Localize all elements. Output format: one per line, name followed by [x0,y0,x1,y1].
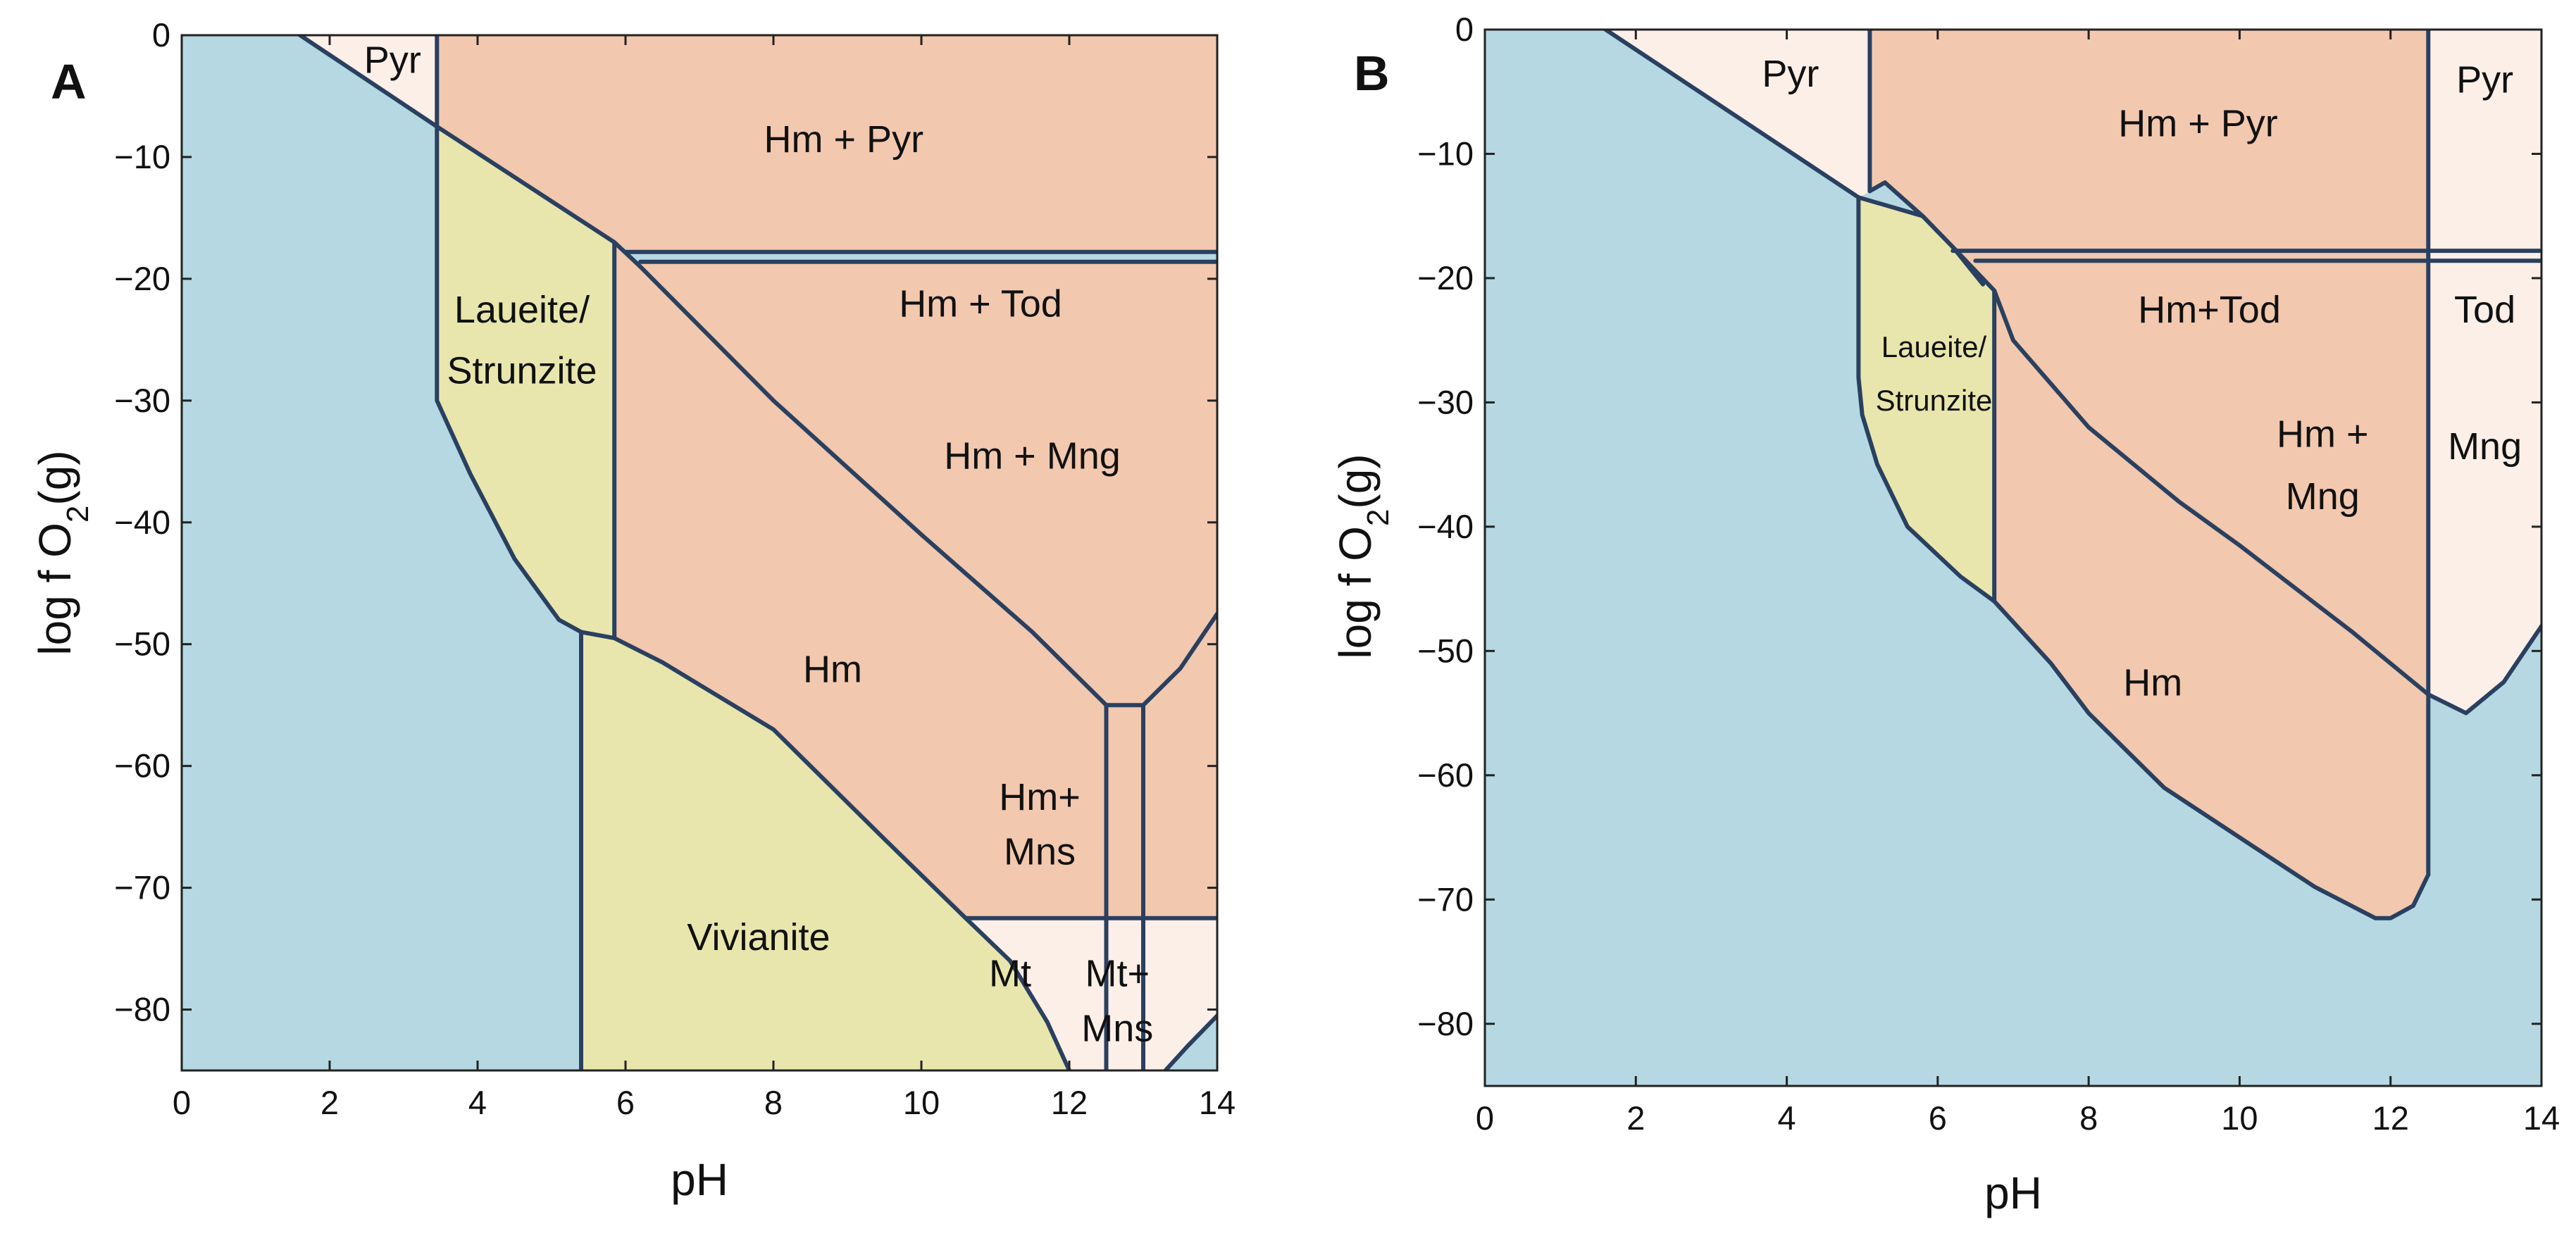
panel-a-x-tick-label: 2 [321,1084,339,1121]
panel-a-region-label: Hm [803,648,862,690]
panel-b-boundary-group [1603,30,2541,920]
panel-a-y-tick-label: 0 [152,16,170,54]
panel-b-region-label: Hm [2123,662,2182,704]
panel-a-y-tick-label: −80 [114,991,170,1028]
panel-a-region-label: Hm + Pyr [764,118,924,161]
panel-a-region-labels: Pyr Hm + Pyr Laueite/Strunzite Hm + Tod Hm +… [364,39,1154,1050]
panel-b-y-tick-label: −20 [1417,259,1474,296]
panel-b-y-tick-label: −60 [1417,756,1474,794]
panel-a-boundary-line [1163,1013,1217,1070]
panel-b-region-pyr-right [2427,30,2541,714]
panel-b-y-axis-label-main: log f O [1330,526,1381,659]
panel-a-boundary-group [298,35,1217,1070]
panel-a-region-label: Vivianite [687,916,830,958]
panel-b-region-label: Pyr [1762,53,1819,95]
panel-a-region-label: Mt+ [1085,953,1150,995]
panel-b-y-tick-label: −50 [1417,632,1474,669]
panel-b-region-label: Laueite/ [1881,330,1987,363]
panel-b-region-label: Hm + [2277,413,2369,456]
panel-a-regions [182,35,1217,1070]
panel-a-region-label: Pyr [364,39,421,82]
panel-a-x-tick-label: 4 [468,1084,487,1121]
panel-b-y-tick-label: −80 [1417,1005,1474,1042]
panel-a-x-tick-label: 14 [1199,1084,1236,1121]
panel-a-letter: A [51,54,87,109]
panel-a-region-label: Hm + Tod [899,283,1062,325]
panel-a-region-group [299,35,1217,1070]
panel-b-region-label: Strunzite [1876,384,1993,417]
panel-b-region-label: Mng [2286,475,2360,518]
panel-b-y-tick-label: −40 [1417,508,1474,545]
panel-b-regions [1485,30,2541,1086]
panel-b-x-tick-label: 10 [2221,1099,2258,1137]
panel-b-x-tick-label: 4 [1778,1099,1796,1137]
panel-a-region-label: Hm + Mng [944,435,1121,477]
panel-a-y-tick-label: −70 [114,869,170,906]
panel-b: 0 2 4 6 8 10 12 14 0 −10 −20 −30 −40 −50 −60 −70 −80 Pyr… [1330,11,2560,1218]
panel-b-x-tick-label: 14 [2523,1099,2560,1137]
panel-a-y-tick-label: −60 [114,747,170,785]
panel-b-y-axis-label-tail: (g) [1330,454,1381,508]
panel-b-region-label: Mng [2448,425,2522,468]
panel-a-ticks: 0 2 4 6 8 10 12 14 0 −10 −20 −30 −40 −50 −60 −70 −80 [114,16,1236,1121]
panel-b-region-label: Hm + Pyr [2118,102,2278,144]
panel-a-region-label: Strunzite [447,350,597,392]
panel-a-y-tick-label: −50 [114,625,170,663]
panel-a-y-tick-label: −10 [114,138,170,175]
panel-b-x-tick-label: 0 [1476,1099,1494,1137]
panel-b-region-label: Pyr [2456,59,2513,101]
panel-a-boundary-line [298,35,1217,708]
panel-a-y-axis-label-main: log f O [30,523,80,656]
panel-a-y-axis-label-tail: (g) [30,450,80,505]
panel-a-region-label: Mt [989,953,1031,995]
panel-a-frame [180,34,1219,1072]
panel-a-region-label: Hm+ [999,776,1081,818]
panel-b-x-tick-label: 2 [1626,1099,1645,1137]
panel-b-y-axis-label: log f O2(g) [1330,454,1395,658]
panel-b-y-tick-label: −10 [1417,135,1474,172]
panel-b-letter: B [1354,46,1390,101]
panel-a-x-tick-label: 0 [173,1084,191,1121]
panel-a-region-label: Mns [1081,1008,1153,1050]
panel-a: 0 2 4 6 8 10 12 14 0 −10 −20 −30 −40 −50 −60 −70 −80 Pyr… [30,16,1236,1205]
panel-b-boundary-line [1856,195,2431,920]
panel-b-x-tick-label: 12 [2372,1099,2409,1137]
panel-b-ticks: 0 2 4 6 8 10 12 14 0 −10 −20 −30 −40 −50 −60 −70 −80 [1417,11,2560,1137]
panel-a-y-tick-label: −20 [114,260,170,297]
panel-b-region-label: Hm+Tod [2138,289,2281,331]
panel-a-region-label: Laueite/ [454,289,590,331]
panel-b-y-tick-label: −70 [1417,880,1474,918]
panel-b-y-tick-label: −30 [1417,383,1474,420]
panel-a-y-axis-label-sub: 2 [61,506,95,523]
panel-a-x-tick-label: 12 [1051,1084,1088,1121]
panel-a-region-label: Mns [1004,831,1076,873]
panel-a-boundary-line [435,124,1071,1070]
panel-b-y-axis-label-sub: 2 [1361,509,1395,526]
panel-a-x-tick-label: 10 [903,1084,940,1121]
panel-b-x-tick-label: 8 [2079,1099,2098,1137]
panel-a-y-axis-label: log f O2(g) [30,450,95,655]
panel-b-region-labels: Pyr Hm + Pyr Pyr Laueite/Strunzite Hm+Tod Tod… [1762,53,2522,704]
panel-b-y-tick-label: 0 [1455,11,1474,48]
panel-a-x-axis-label: pH [671,1154,728,1205]
panel-b-x-tick-label: 6 [1929,1099,1947,1137]
panel-a-y-tick-label: −40 [114,504,170,541]
panel-a-y-tick-label: −30 [114,382,170,419]
panel-a-x-tick-label: 8 [764,1084,783,1121]
panel-b-x-axis-label: pH [1984,1168,2042,1218]
panel-a-x-tick-label: 6 [616,1084,635,1121]
panel-b-boundary-line [1867,180,1986,287]
panel-b-frame [1483,28,2543,1087]
panel-b-region-label: Tod [2454,289,2515,331]
